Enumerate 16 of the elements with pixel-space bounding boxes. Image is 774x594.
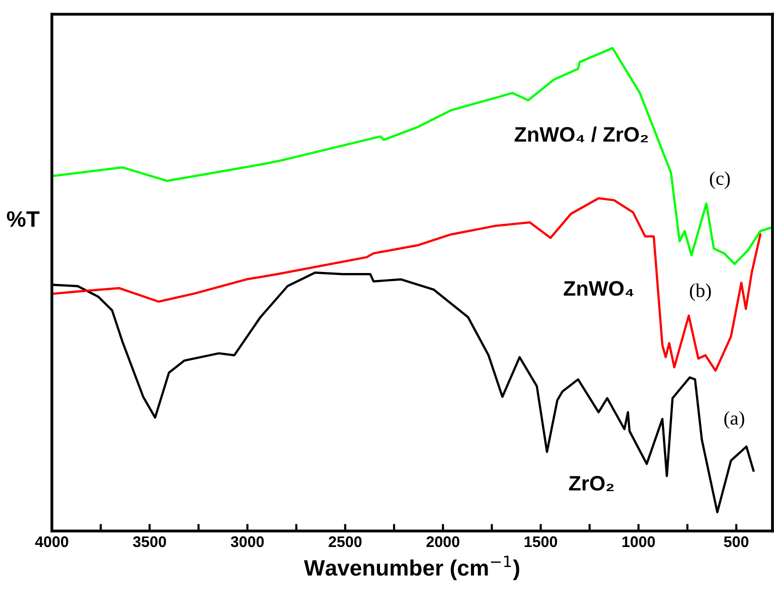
annotation: (c) <box>710 171 730 189</box>
x-tick-label: 1000 <box>622 536 655 548</box>
x-tick-label: 2000 <box>426 536 460 548</box>
series-label: ZnWO₄ / ZrO₂ <box>514 126 648 142</box>
x-tick-label: 4000 <box>35 536 68 548</box>
x-tick-label: 500 <box>724 536 748 548</box>
x-tick-label: 1500 <box>524 536 558 548</box>
x-tick-label: 3000 <box>230 536 264 548</box>
series-label: ZnWO₄ <box>564 281 634 296</box>
annotation: (b) <box>690 283 711 302</box>
x-tick-label: 3500 <box>132 536 166 548</box>
x-tick-label: 2500 <box>328 536 362 548</box>
series-label: ZrO₂ <box>569 476 614 492</box>
y-axis-title: %T <box>6 211 40 227</box>
annotation: (a) <box>724 411 744 429</box>
x-axis-title: Wavenumber (cm$^{−1}$) <box>304 556 520 580</box>
